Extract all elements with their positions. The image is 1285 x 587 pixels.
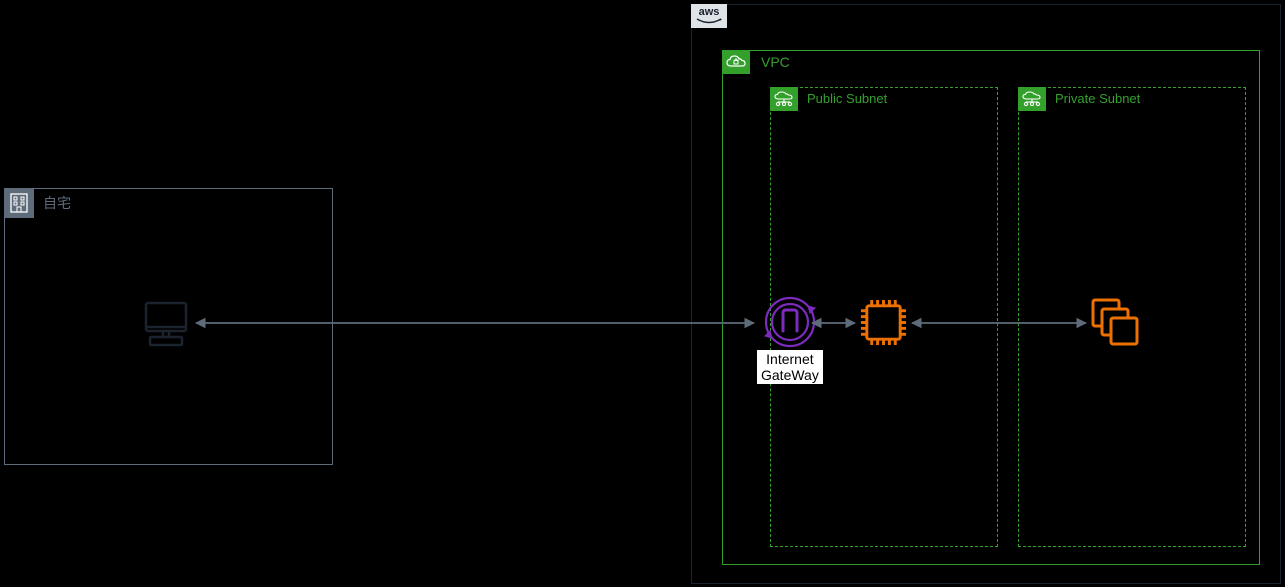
internet-gateway-icon: Internet GateWay	[757, 296, 823, 384]
cloud-network-icon	[1018, 87, 1046, 111]
diagram-canvas: 自宅 aws VPC	[0, 0, 1285, 587]
igw-caption: Internet GateWay	[757, 350, 823, 384]
client-computer-icon	[140, 297, 192, 349]
ec2-instance-icon	[858, 297, 909, 348]
cloud-icon	[722, 50, 750, 74]
ec2-instances-icon	[1089, 296, 1141, 348]
aws-logo-icon: aws	[691, 4, 727, 28]
building-icon	[4, 188, 34, 218]
vpc-label: VPC	[761, 54, 790, 70]
private-subnet-label: Private Subnet	[1055, 91, 1140, 106]
public-subnet-label: Public Subnet	[807, 91, 887, 106]
aws-logo-text: aws	[699, 7, 720, 18]
cloud-network-icon	[770, 87, 798, 111]
home-label: 自宅	[43, 193, 71, 213]
